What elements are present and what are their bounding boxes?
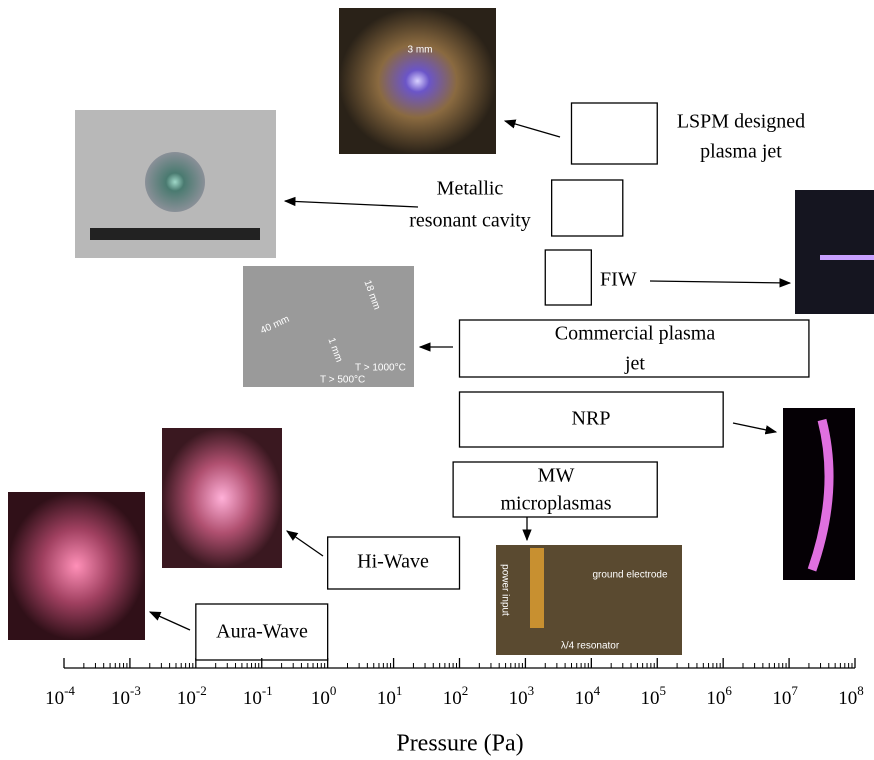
tick-exponent: -1 [262,683,273,698]
photo-label: λ/4 resonator [561,641,620,652]
tick-exponent: 5 [660,683,667,698]
photo-mw-microplasma [496,545,682,655]
photo-aura-wave [8,492,145,640]
photo-detail [90,228,260,240]
photo-detail [820,255,874,260]
range-box [458,391,724,448]
tick-exponent: 4 [594,683,601,698]
tick-exponent: -4 [64,683,75,698]
tick-base: 10 [177,688,196,709]
range-label: FIW [600,269,637,291]
x-tick-label: 106 [706,683,732,709]
range-label: Hi-Wave [357,551,429,573]
range-box [544,249,592,306]
tick-base: 10 [311,688,330,709]
tick-base: 10 [706,688,725,709]
range-label: Commercial plasma [555,323,716,345]
range-label: jet [624,353,645,375]
photo-label: T > 500°C [320,375,365,386]
range-label: plasma jet [700,141,782,163]
range-box [195,603,329,661]
range-label: MW [538,465,575,487]
x-tick-label: 104 [575,683,601,709]
photos [8,8,874,655]
tick-exponent: 7 [791,683,798,698]
x-tick-label: 100 [311,683,337,709]
range-box [458,319,810,378]
tick-base: 10 [575,688,594,709]
range-label: resonant cavity [409,210,531,232]
tick-exponent: 8 [857,683,864,698]
range-box [327,536,461,590]
tick-exponent: 1 [396,683,403,698]
tick-exponent: 6 [725,683,732,698]
arrow [148,611,191,631]
arrows [148,119,792,631]
x-tick-label: 108 [838,683,864,709]
arrow [283,196,419,208]
photo-label: power input [499,564,510,616]
x-tick-label: 10-1 [243,683,273,709]
photo-commercial-jet [243,266,414,387]
x-tick-label: 10-4 [45,683,75,709]
x-tick-label: 10-2 [177,683,207,709]
x-tick-label: 105 [641,683,667,709]
range-box [550,179,624,237]
tick-base: 10 [443,688,462,709]
tick-exponent: -3 [130,683,141,698]
photo-label: ground electrode [592,570,667,581]
x-tick-label: 107 [772,683,798,709]
photo-label: T > 1000°C [355,363,406,374]
photo-fiw [795,190,874,314]
range-label: LSPM designed [677,111,805,133]
arrow [649,278,792,288]
tick-exponent: -2 [196,683,207,698]
tick-exponent: 2 [462,683,469,698]
photo-lspm-jet [339,8,496,154]
x-tick-label: 101 [377,683,403,709]
photo-detail [145,152,205,212]
tick-exponent: 3 [528,683,535,698]
photo-hi-wave [162,428,282,568]
tick-base: 10 [509,688,528,709]
photo-label: 3 mm [408,45,433,56]
range-box [452,461,658,518]
range-label: NRP [572,408,611,430]
tick-base: 10 [772,688,791,709]
range-label: Aura-Wave [216,621,308,643]
x-tick-label: 102 [443,683,469,709]
range-label: Metallic [437,178,504,200]
tick-base: 10 [838,688,857,709]
x-tick-label: 103 [509,683,535,709]
arrow [732,422,778,435]
photo-detail [530,548,544,628]
tick-exponent: 0 [330,683,337,698]
tick-base: 10 [45,688,64,709]
tick-base: 10 [243,688,262,709]
tick-base: 10 [641,688,660,709]
photo-detail [807,418,834,572]
tick-base: 10 [111,688,130,709]
arrow [286,530,324,557]
tick-base: 10 [377,688,396,709]
arrow [503,119,561,138]
x-tick-label: 10-3 [111,683,141,709]
range-box [570,102,658,165]
range-label: microplasmas [500,493,611,515]
x-axis-title: Pressure (Pa) [396,731,523,757]
